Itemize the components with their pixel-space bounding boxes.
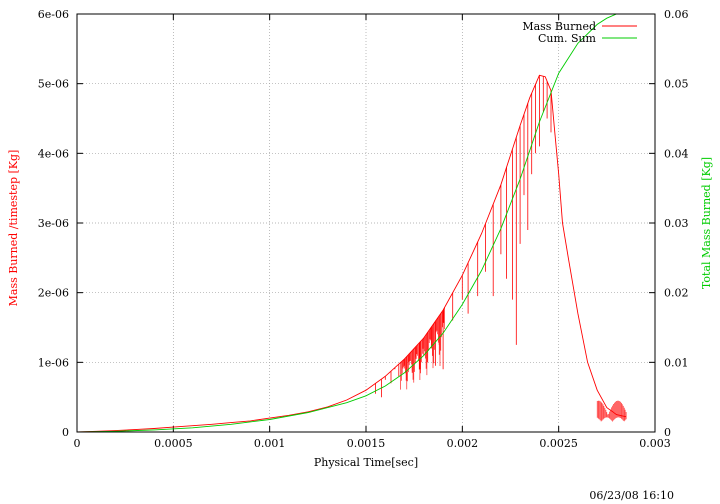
y-tick-label: 5e-06 bbox=[38, 78, 69, 91]
y2-axis-label: Total Mass Burned [Kg] bbox=[700, 157, 713, 289]
y2-tick-label: 0 bbox=[664, 426, 671, 439]
plot-area bbox=[76, 13, 627, 433]
y2-tick-label: 0.02 bbox=[664, 287, 689, 300]
y-tick-label: 4e-06 bbox=[38, 147, 69, 160]
legend: Mass Burned Cum. Sum bbox=[522, 20, 637, 45]
y-axis-label: Mass Burned /timestep [Kg] bbox=[7, 150, 20, 307]
timestamp: 06/23/08 16:10 bbox=[589, 489, 674, 502]
y-tick-label: 3e-06 bbox=[38, 217, 69, 230]
x-axis-label: Physical Time[sec] bbox=[314, 456, 418, 469]
y2-tick-label: 0.03 bbox=[664, 217, 689, 230]
y2-tick-label: 0.04 bbox=[664, 147, 689, 160]
y-tick-label: 6e-06 bbox=[38, 8, 69, 21]
x-tick-label: 0.0015 bbox=[347, 437, 386, 450]
y-tick-label: 0 bbox=[62, 426, 69, 439]
x-tick-label: 0.002 bbox=[447, 437, 479, 450]
x-tick-label: 0.001 bbox=[254, 437, 286, 450]
y2-tick-label: 0.06 bbox=[664, 8, 689, 21]
legend-label-mass-burned: Mass Burned bbox=[522, 20, 596, 33]
y-tick-label: 2e-06 bbox=[38, 287, 69, 300]
x-tick-label: 0.0025 bbox=[539, 437, 578, 450]
x-tick-label: 0.003 bbox=[639, 437, 671, 450]
grid bbox=[77, 14, 655, 432]
y2-tick-label: 0.05 bbox=[664, 78, 689, 91]
ticks: 0 0.0005 0.001 0.0015 0.002 0.0025 0.00301e-06… bbox=[38, 8, 689, 450]
plot-frame bbox=[76, 13, 656, 433]
series-cum-sum-line bbox=[76, 13, 627, 433]
x-tick-label: 0 bbox=[74, 437, 81, 450]
x-tick-label: 0.0005 bbox=[154, 437, 193, 450]
y-tick-label: 1e-06 bbox=[38, 356, 69, 369]
y2-tick-label: 0.01 bbox=[664, 356, 689, 369]
legend-label-cum-sum: Cum. Sum bbox=[538, 32, 597, 45]
series-mass-burned-line bbox=[76, 74, 627, 433]
